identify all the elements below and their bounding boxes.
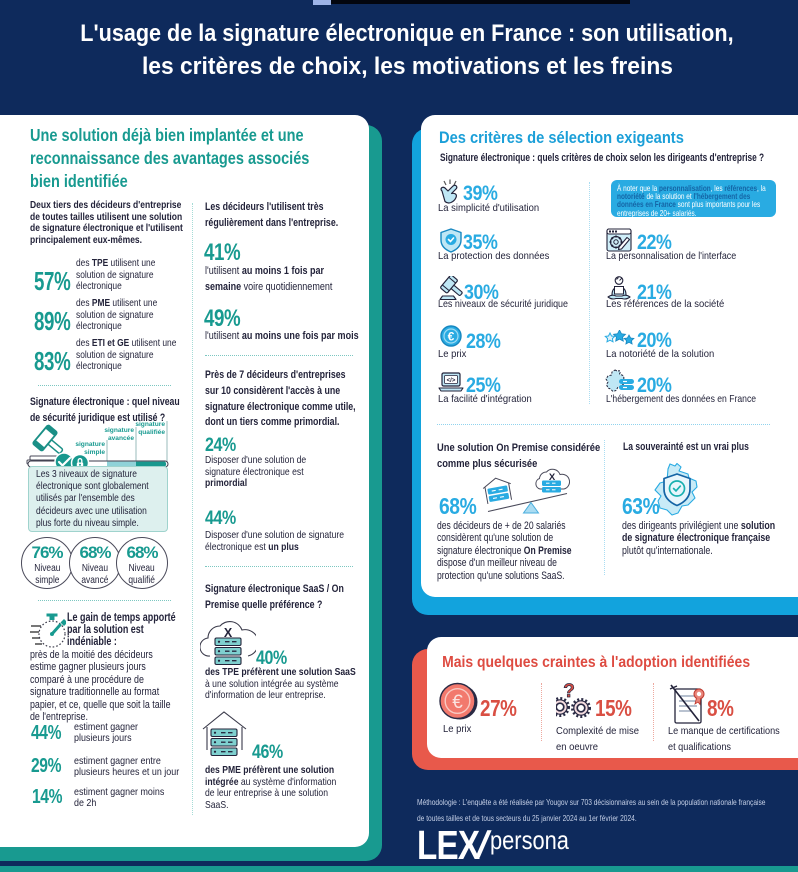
svg-text:X: X xyxy=(549,472,556,483)
svg-text:€: € xyxy=(452,692,463,713)
svg-text:X: X xyxy=(224,626,233,640)
svg-text:?: ? xyxy=(563,681,575,702)
svg-text:€: € xyxy=(448,330,455,344)
svg-text:avancée: avancée xyxy=(108,435,134,442)
svg-text:simple: simple xyxy=(84,449,105,456)
svg-text:signature: signature xyxy=(75,441,105,448)
svg-text:qualifiée: qualifiée xyxy=(138,429,165,436)
svg-text:signature: signature xyxy=(135,421,165,428)
svg-text:signature: signature xyxy=(104,427,134,434)
svg-text:</>: </> xyxy=(447,378,456,384)
